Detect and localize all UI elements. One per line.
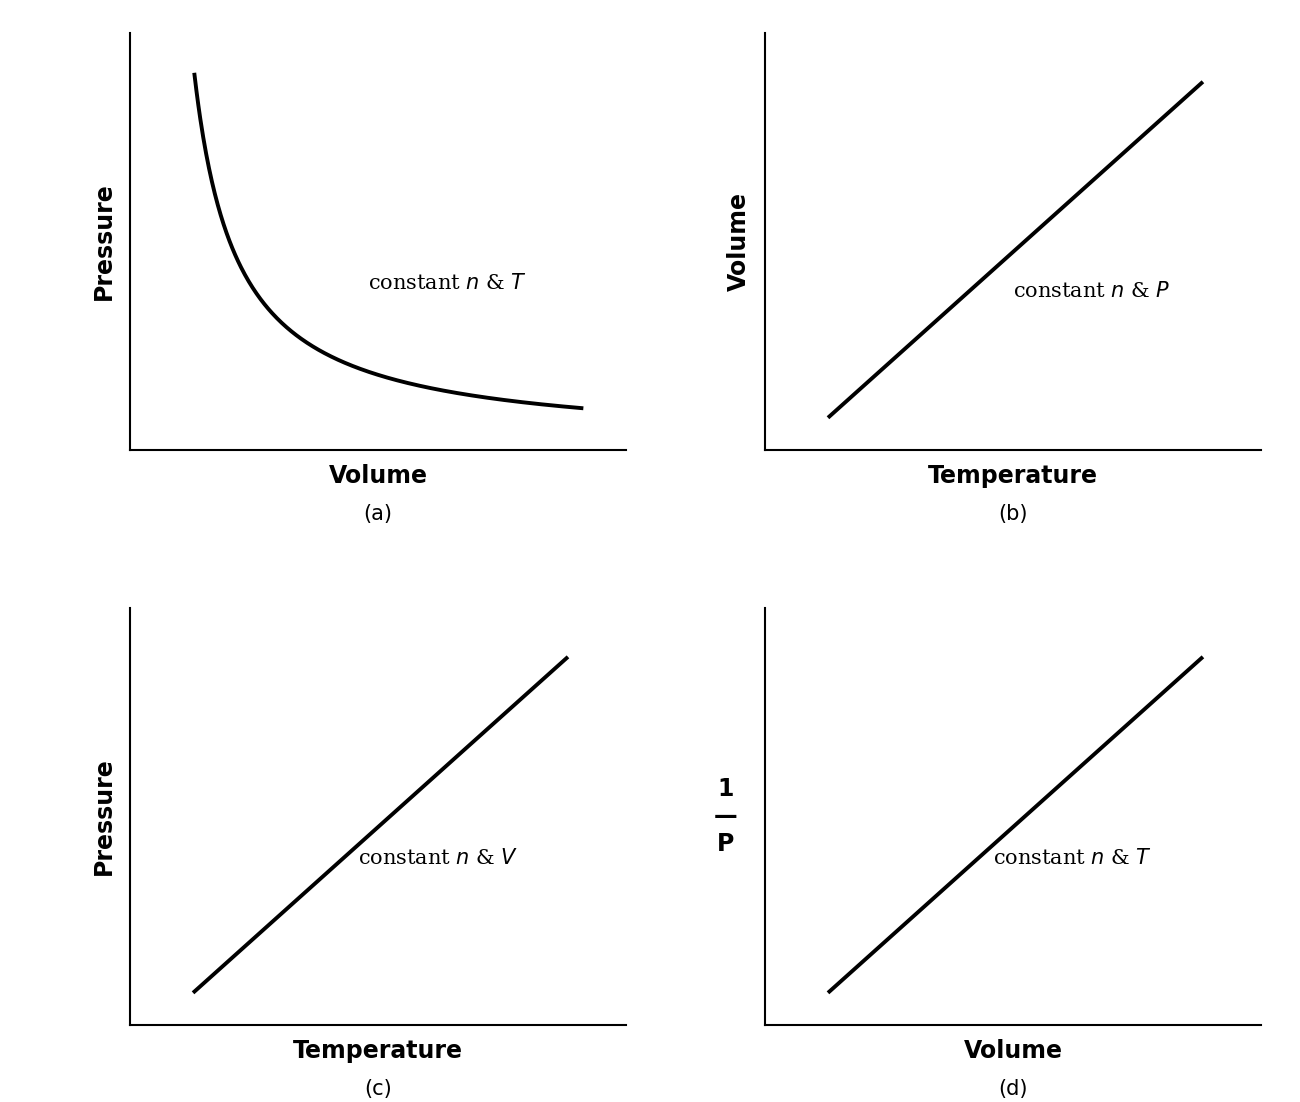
Text: 1
—
P: 1 — P: [714, 777, 737, 856]
Text: constant $n$ & $T$: constant $n$ & $T$: [368, 273, 526, 293]
Y-axis label: Volume: Volume: [727, 192, 751, 291]
X-axis label: Volume: Volume: [963, 1039, 1062, 1062]
Y-axis label: Pressure: Pressure: [92, 757, 116, 875]
Text: (a): (a): [364, 504, 393, 523]
Y-axis label: Pressure: Pressure: [92, 183, 116, 301]
Text: constant $n$ & $P$: constant $n$ & $P$: [1013, 281, 1170, 302]
Text: (c): (c): [364, 1079, 391, 1099]
Text: constant $n$ & $V$: constant $n$ & $V$: [359, 849, 519, 868]
Text: constant $n$ & $T$: constant $n$ & $T$: [993, 849, 1152, 868]
Text: (d): (d): [998, 1079, 1028, 1099]
Text: (b): (b): [998, 504, 1028, 523]
X-axis label: Temperature: Temperature: [292, 1039, 463, 1062]
X-axis label: Volume: Volume: [329, 464, 428, 488]
X-axis label: Temperature: Temperature: [928, 464, 1098, 488]
